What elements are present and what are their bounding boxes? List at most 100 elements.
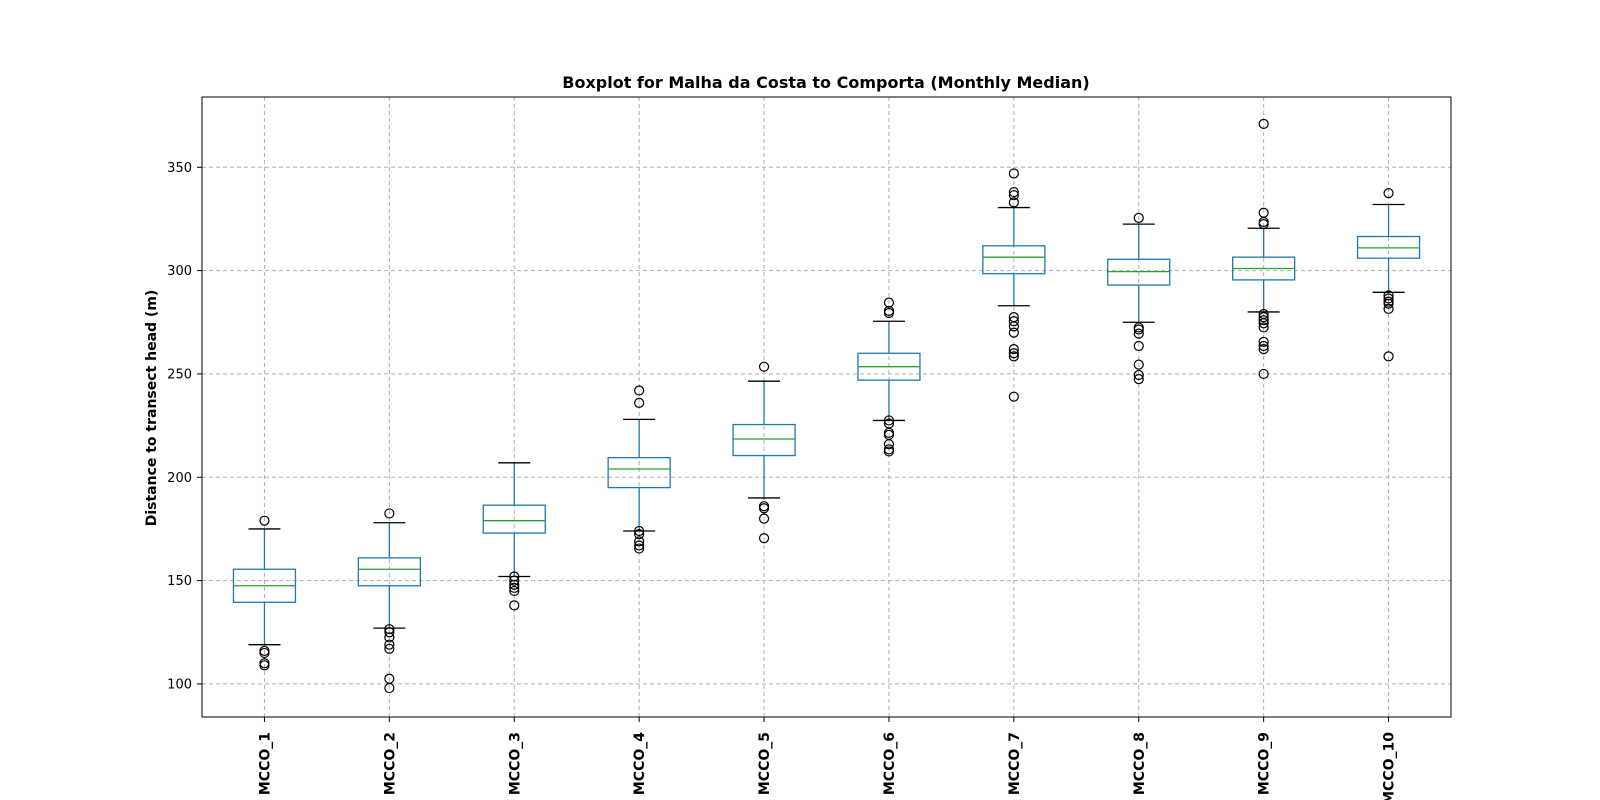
x-tick-label: MCCO_3 — [507, 732, 523, 795]
y-tick-label: 100 — [167, 677, 192, 692]
box-MCCO_1 — [232, 515, 297, 671]
outlier-point — [509, 600, 520, 611]
outlier-point — [1258, 318, 1269, 329]
outlier-point — [1133, 340, 1144, 352]
box-MCCO_3 — [482, 462, 546, 611]
outlier-point — [1258, 118, 1269, 129]
box-MCCO_4 — [607, 385, 671, 554]
outlier-point — [1133, 212, 1144, 223]
box-MCCO_9 — [1232, 118, 1296, 380]
outlier-point — [883, 415, 895, 426]
outlier-point — [384, 682, 395, 694]
outlier-point — [1258, 336, 1269, 347]
x-tick-label: MCCO_2 — [382, 732, 398, 795]
box-MCCO_6 — [857, 297, 921, 457]
outlier-point — [1008, 391, 1019, 402]
outlier-point — [1383, 303, 1394, 314]
outlier-point — [1258, 368, 1269, 380]
x-tick-label: MCCO_4 — [632, 732, 648, 795]
plot-frame — [201, 96, 1452, 718]
outlier-point — [509, 571, 520, 582]
iqr-box — [732, 423, 796, 457]
outlier-point — [1133, 328, 1144, 339]
outlier-point — [1008, 168, 1019, 179]
outlier-point — [1008, 351, 1019, 362]
outlier-point — [883, 446, 895, 457]
outlier-point — [634, 397, 645, 408]
outlier-point — [1008, 344, 1019, 355]
iqr-box — [982, 245, 1046, 275]
chart-title: Boxplot for Malha da Costa to Comporta (… — [562, 73, 1089, 92]
outlier-point — [1383, 188, 1394, 199]
outlier-point — [1258, 344, 1269, 355]
outlier-point — [384, 639, 395, 650]
iqr-box — [357, 557, 422, 587]
y-tick-label: 200 — [167, 471, 192, 486]
outlier-point — [634, 528, 645, 540]
outlier-point — [384, 643, 395, 654]
y-tick-label: 150 — [167, 574, 192, 589]
x-tick-label: MCCO_6 — [882, 732, 898, 795]
x-tick-label: MCCO_8 — [1132, 732, 1148, 795]
outlier-point — [259, 647, 270, 659]
box-MCCO_10 — [1356, 188, 1421, 362]
outlier-point — [1133, 324, 1144, 335]
outlier-point — [1258, 315, 1269, 326]
x-tick-label: MCCO_5 — [757, 732, 773, 795]
outlier-point — [1383, 290, 1394, 301]
outlier-point — [1383, 298, 1394, 309]
outlier-point — [259, 660, 270, 671]
outlier-point — [1383, 293, 1394, 304]
y-tick-label: 300 — [167, 264, 192, 279]
x-tick-label: MCCO_1 — [257, 732, 273, 795]
outlier-point — [384, 632, 395, 643]
outlier-point — [259, 515, 270, 526]
outlier-point — [1258, 312, 1269, 323]
outlier-point — [509, 579, 520, 590]
outlier-point — [384, 508, 395, 519]
outlier-point — [1133, 369, 1144, 381]
outlier-point — [1008, 190, 1019, 201]
outlier-point — [758, 533, 770, 544]
outlier-point — [634, 540, 645, 551]
x-tick-label: MCCO_7 — [1007, 732, 1023, 795]
x-tick-label: MCCO_9 — [1257, 732, 1273, 795]
box-MCCO_5 — [732, 361, 796, 544]
outlier-point — [1008, 327, 1019, 338]
outlier-point — [509, 585, 520, 597]
outlier-point — [384, 624, 395, 635]
x-tick-label: MCCO_10 — [1382, 732, 1398, 800]
iqr-box — [482, 504, 546, 534]
box-MCCO_8 — [1107, 212, 1171, 385]
outlier-point — [1258, 340, 1269, 352]
outlier-point — [1008, 186, 1019, 198]
outlier-point — [1258, 322, 1269, 333]
outlier-point — [758, 503, 770, 514]
outlier-point — [1008, 316, 1019, 327]
outlier-point — [1133, 359, 1144, 370]
outlier-point — [1383, 351, 1394, 362]
outlier-point — [883, 439, 895, 450]
outlier-point — [634, 543, 645, 554]
outlier-point — [634, 385, 645, 396]
axis-ticks: 100 150 200 250 300 350 MCCO_1 MCCO_2 MCCO_3 MCCO… — [167, 161, 1397, 800]
box-MCCO_7 — [982, 168, 1046, 402]
iqr-box — [607, 456, 671, 489]
outlier-point — [1258, 219, 1269, 230]
outlier-point — [758, 513, 770, 524]
outlier-point — [883, 307, 895, 319]
outlier-point — [509, 575, 520, 586]
outlier-point — [634, 536, 645, 547]
outlier-point — [1008, 348, 1019, 359]
outlier-point — [758, 361, 770, 372]
y-tick-label: 250 — [167, 367, 192, 382]
box-MCCO_2 — [357, 508, 422, 694]
y-tick-label: 350 — [167, 161, 192, 176]
outlier-point — [634, 525, 645, 537]
outlier-point — [1133, 374, 1144, 385]
box-series — [232, 118, 1421, 694]
outlier-point — [1008, 321, 1019, 332]
outlier-point — [509, 582, 520, 593]
outlier-point — [1008, 197, 1019, 208]
